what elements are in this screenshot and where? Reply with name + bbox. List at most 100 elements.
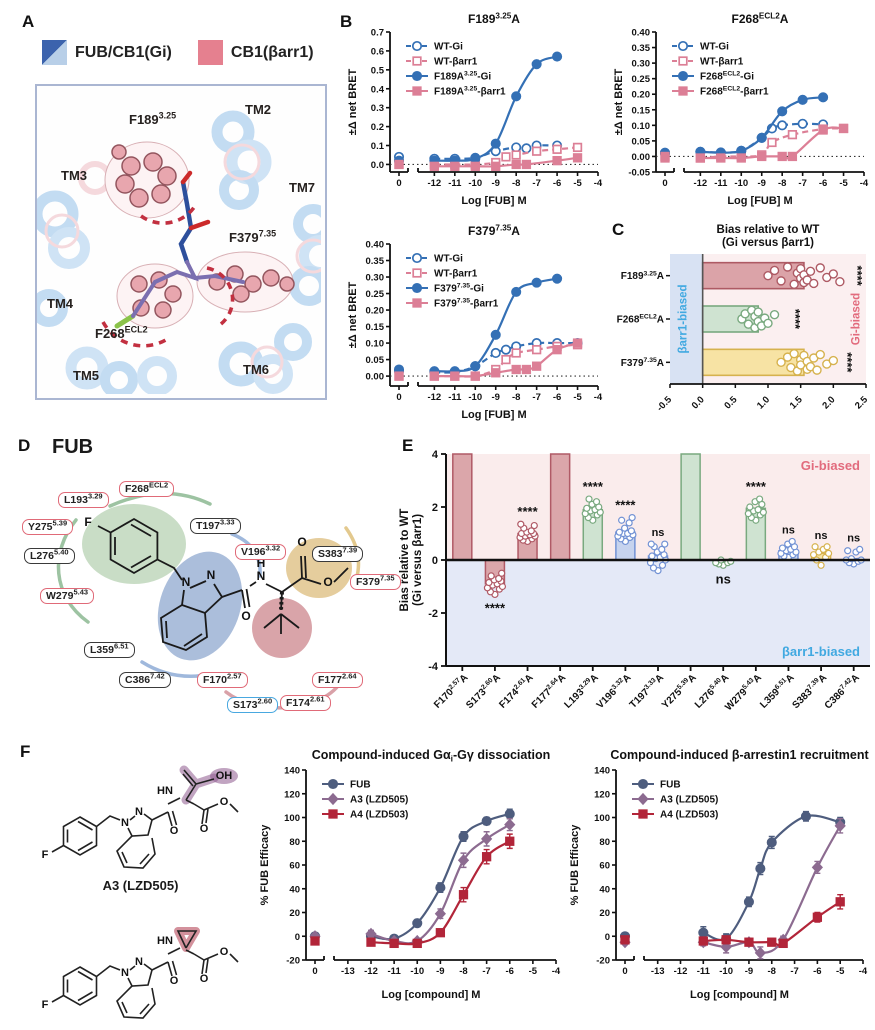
molecule-a3: F N N HN O O O OH A3 (LZD505): [28, 752, 253, 902]
svg-text:F268ECL2-βarr1: F268ECL2-βarr1: [700, 86, 769, 98]
svg-text:F1893.25A: F1893.25A: [621, 270, 664, 282]
svg-text:O: O: [200, 823, 209, 835]
svg-text:A4 (LZD503): A4 (LZD503): [350, 810, 408, 821]
svg-text:80: 80: [599, 837, 610, 848]
svg-text:N: N: [207, 568, 216, 582]
svg-text:0.05: 0.05: [366, 355, 385, 366]
svg-text:H: H: [257, 556, 266, 570]
svg-text:-6: -6: [553, 392, 561, 403]
series: [619, 817, 846, 960]
legend: WT-Gi WT-βarr1 F3797.35-Gi F3797.35-βarr1: [406, 252, 499, 310]
series: [393, 51, 563, 166]
svg-text:-11: -11: [714, 178, 728, 189]
svg-text:N: N: [121, 967, 129, 979]
svg-text:WT-Gi: WT-Gi: [434, 42, 463, 53]
svg-text:O: O: [220, 796, 229, 808]
svg-text:0.35: 0.35: [366, 256, 385, 267]
svg-text:1.5: 1.5: [788, 394, 806, 412]
chart-svg: Bias relative to WT(Gi versus βarr1) ****…: [617, 224, 871, 414]
series: [660, 123, 849, 163]
series: [620, 893, 845, 949]
svg-text:2.5: 2.5: [853, 394, 871, 412]
svg-text:100: 100: [284, 813, 300, 824]
svg-text:0: 0: [295, 932, 300, 943]
svg-text:****: ****: [840, 352, 855, 373]
svg-text:-4: -4: [594, 392, 603, 403]
legend: WT-Gi WT-βarr1 F189A3.25-Gi F189A3.25-βarr1: [406, 40, 506, 98]
svg-text:A3 (LZD505): A3 (LZD505): [350, 795, 408, 806]
svg-text:F: F: [42, 999, 49, 1011]
svg-text:WT-Gi: WT-Gi: [434, 254, 463, 265]
split-swatch-icon: [42, 40, 67, 65]
svg-text:±Δ net BRET: ±Δ net BRET: [347, 281, 359, 348]
molecule-svg: F NN HN O O O OH: [42, 765, 239, 869]
svg-text:0.25: 0.25: [632, 74, 651, 85]
svg-text:0: 0: [396, 178, 401, 189]
chart-svg: F3797.35A 0.00 0.05 0.10 0.15 0.20 0.25 0.30 0.3…: [347, 223, 603, 421]
panel-e-label: E: [402, 436, 414, 455]
residue-label: F1702.57: [197, 672, 248, 688]
svg-text:-10: -10: [719, 966, 733, 977]
molecule-name: A4 (LZD503): [28, 1028, 253, 1030]
panel-d-label: D: [18, 436, 31, 455]
svg-text:4: 4: [432, 449, 439, 461]
svg-text:-6: -6: [813, 966, 821, 977]
svg-text:0.30: 0.30: [632, 59, 651, 70]
chart-svg: -4 -2 0 2 4 Bias relative to WT (Gi versus βar…: [399, 449, 870, 713]
series: [394, 153, 583, 171]
svg-text:2.0: 2.0: [820, 394, 837, 411]
svg-text:Compound-induced Gαi-Gγ dissoc: Compound-induced Gαi-Gγ dissociation: [312, 748, 551, 763]
chart-bias-mutants: -4 -2 0 2 4 Bias relative to WT (Gi versus βar…: [396, 446, 874, 737]
svg-text:0.20: 0.20: [366, 306, 385, 317]
structure-annotation: TM4: [47, 296, 73, 311]
svg-text:OH: OH: [216, 770, 233, 782]
svg-text:F189A3.25-βarr1: F189A3.25-βarr1: [434, 86, 506, 98]
svg-text:O: O: [200, 973, 209, 985]
svg-text:WT-Gi: WT-Gi: [700, 42, 729, 53]
molecule-svg: F NN HN O O O: [42, 927, 239, 1019]
svg-text:-6: -6: [506, 966, 514, 977]
residue-label: W2795.43: [40, 588, 95, 604]
svg-text:60: 60: [599, 861, 610, 872]
svg-text:-9: -9: [745, 966, 753, 977]
residue-label: S3837.39: [312, 546, 364, 562]
svg-text:N: N: [135, 806, 143, 818]
structure-annotation: TM2: [245, 102, 271, 117]
legend-label: FUB/CB1(Gi): [75, 43, 172, 61]
svg-text:0.20: 0.20: [632, 90, 651, 101]
svg-text:-5: -5: [839, 178, 848, 189]
svg-text:Log [compound] M: Log [compound] M: [690, 989, 789, 1001]
svg-text:-12: -12: [674, 966, 688, 977]
svg-text:-9: -9: [436, 966, 444, 977]
svg-text:F: F: [42, 849, 49, 861]
svg-text:0.5: 0.5: [371, 65, 385, 76]
legend: FUB A3 (LZD505) A4 (LZD503): [322, 778, 408, 821]
chart-svg: Compound-induced Gαi-Gγ dissociation -20 0…: [259, 748, 561, 1001]
svg-text:0.40: 0.40: [366, 240, 385, 251]
svg-text:F3797.35A: F3797.35A: [621, 357, 664, 369]
residue-label: F1742.61: [280, 695, 331, 711]
svg-text:-6: -6: [819, 178, 827, 189]
svg-text:-20: -20: [286, 956, 300, 967]
svg-text:-7: -7: [482, 966, 490, 977]
svg-text:-12: -12: [427, 178, 441, 189]
svg-text:-0.05: -0.05: [628, 168, 650, 179]
solid-swatch-icon: [197, 40, 223, 65]
panel-b-label: B: [340, 12, 353, 31]
svg-text:0: 0: [396, 392, 401, 403]
svg-text:-11: -11: [388, 966, 402, 977]
svg-text:****: ****: [746, 479, 767, 494]
svg-text:-8: -8: [768, 966, 776, 977]
series: [310, 833, 515, 949]
svg-text:-12: -12: [364, 966, 378, 977]
svg-text:Y2755.39A: Y2755.39A: [659, 672, 698, 711]
svg-text:-11: -11: [448, 392, 462, 403]
svg-text:0.0: 0.0: [371, 160, 384, 171]
svg-text:F268ECL2A: F268ECL2A: [617, 314, 664, 326]
series: [309, 808, 515, 944]
svg-text:0.6: 0.6: [371, 46, 384, 57]
svg-text:-10: -10: [734, 178, 748, 189]
svg-text:Log [FUB] M: Log [FUB] M: [461, 409, 526, 421]
